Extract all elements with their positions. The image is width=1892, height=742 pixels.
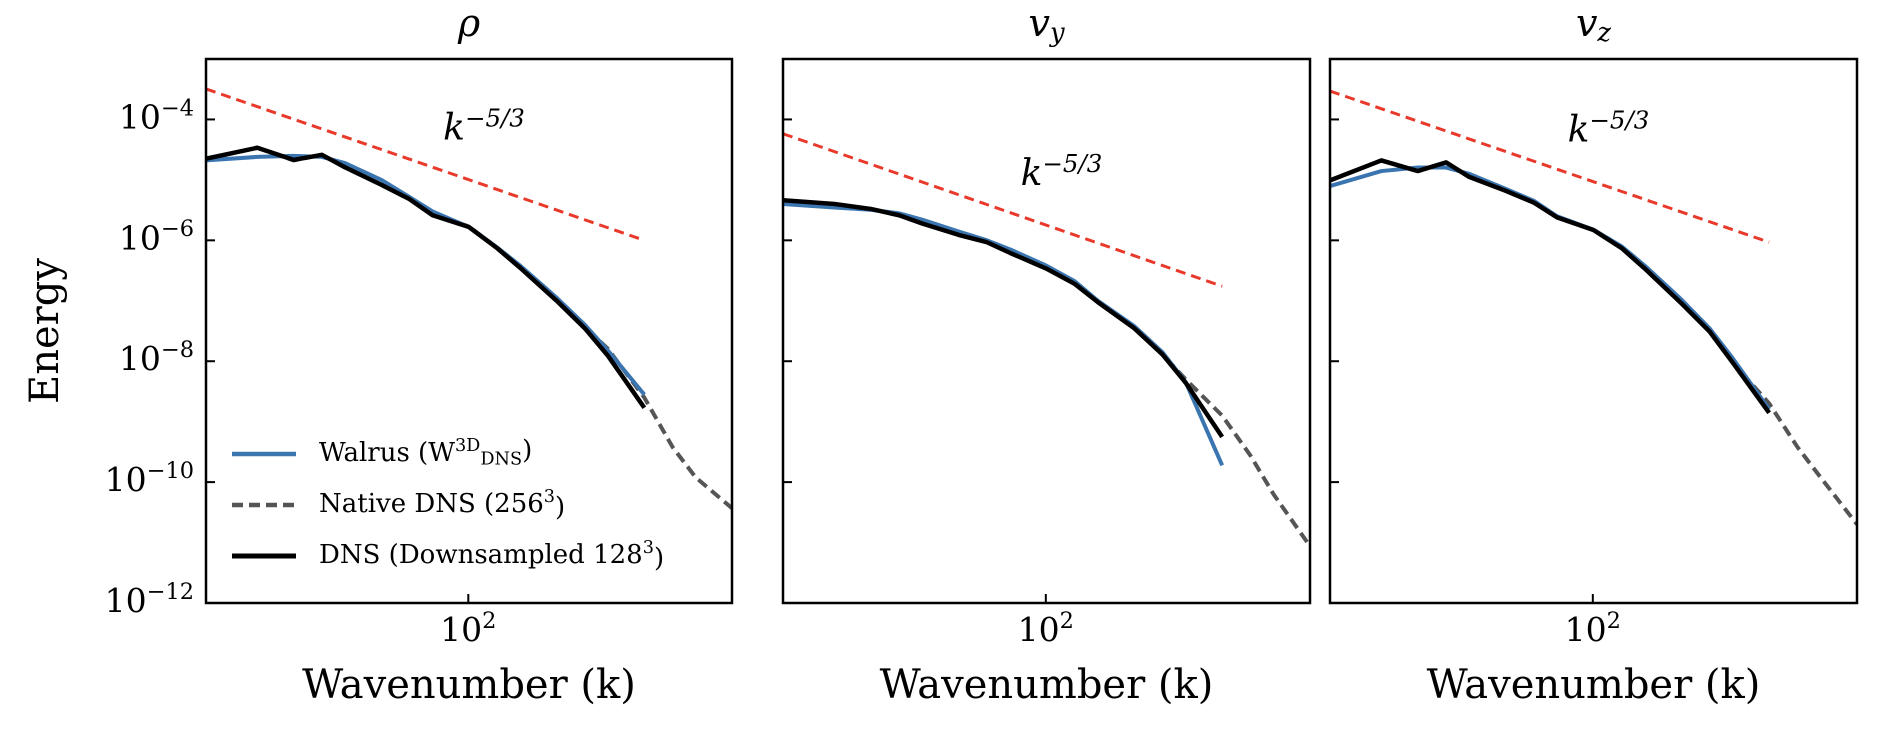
reference-line xyxy=(783,132,1223,288)
x-tick-label: 102 xyxy=(1018,608,1074,649)
series-line xyxy=(1330,158,1771,415)
series-line xyxy=(206,145,647,410)
reference-label: k−5/3 xyxy=(1021,148,1103,194)
series-line xyxy=(1330,158,1857,526)
series-line xyxy=(206,153,646,396)
panel-title: ρ xyxy=(457,1,481,45)
x-tick-label: 102 xyxy=(440,608,496,649)
x-axis-label: Wavenumber (k) xyxy=(302,662,636,708)
x-axis-label: Wavenumber (k) xyxy=(1427,662,1761,708)
reference-label: k−5/3 xyxy=(443,103,525,149)
x-tick-label: 102 xyxy=(1565,608,1621,649)
axes-frame xyxy=(1328,57,1859,605)
axes-frame xyxy=(781,57,1312,605)
series-line xyxy=(783,198,1225,439)
axes-frame xyxy=(204,57,734,605)
y-tick-label: 10−10 xyxy=(105,458,194,499)
legend-label: Walrus (W3DDNS) xyxy=(319,436,532,470)
series-line xyxy=(1330,165,1771,411)
y-tick-label: 10−12 xyxy=(105,579,194,620)
legend-label: DNS (Downsampled 1283) xyxy=(319,538,664,574)
reference-line xyxy=(206,87,645,242)
reference-line xyxy=(1330,89,1770,244)
plot-area xyxy=(206,87,732,510)
y-tick-label: 10−8 xyxy=(119,337,194,378)
panel-title: vy xyxy=(1028,1,1064,48)
plot-area xyxy=(1330,89,1857,526)
legend-label: Native DNS (2563) xyxy=(319,487,565,523)
y-axis-label: Energy xyxy=(22,258,68,404)
series-line xyxy=(783,198,1310,548)
y-tick-label: 10−6 xyxy=(119,216,194,257)
panel-title: vz xyxy=(1576,1,1611,48)
series-line xyxy=(783,201,1224,467)
x-axis-label: Wavenumber (k) xyxy=(880,662,1214,708)
plot-area xyxy=(783,132,1310,548)
y-tick-label: 10−4 xyxy=(119,95,194,136)
reference-label: k−5/3 xyxy=(1568,105,1650,151)
